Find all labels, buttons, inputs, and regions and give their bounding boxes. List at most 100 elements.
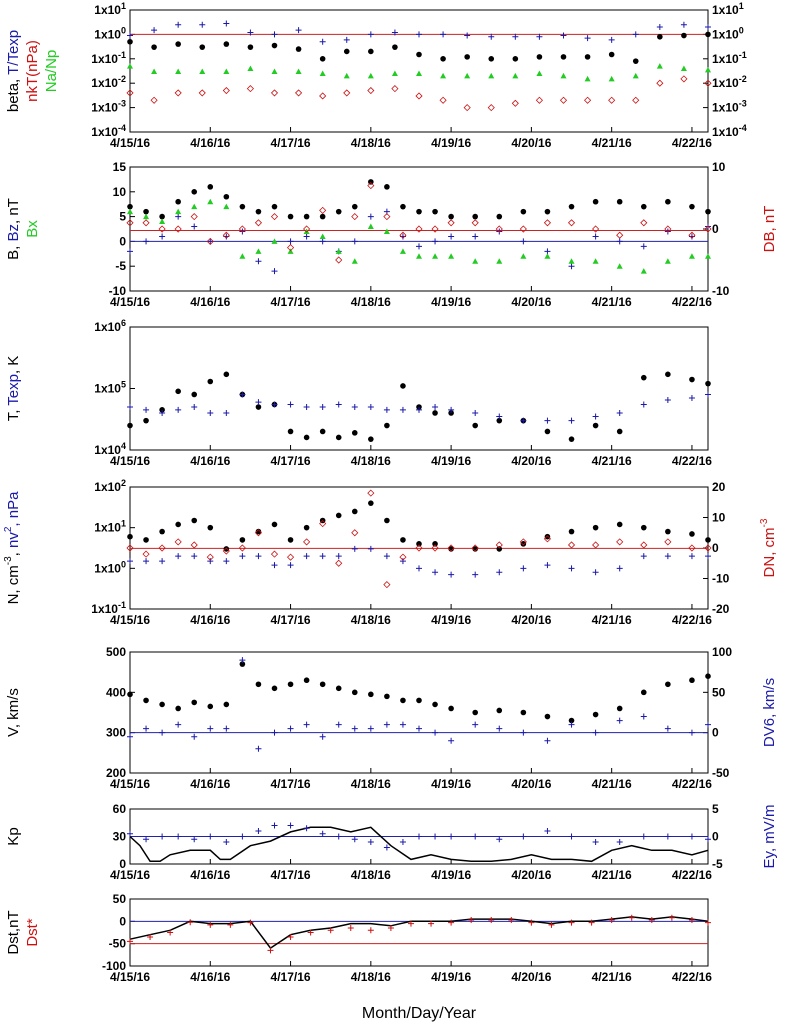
data-point: [568, 717, 575, 724]
data-point: [592, 225, 600, 233]
data-point: [416, 208, 422, 215]
data-point: [616, 238, 623, 245]
data-point: [463, 104, 471, 112]
data-point: [159, 729, 166, 736]
axis-label-part: , nPa: [5, 491, 22, 527]
series-line: [129, 916, 709, 950]
date-tick-label: 4/15/16: [110, 295, 150, 309]
left-tick-label: 400: [106, 685, 126, 699]
data-point: [351, 213, 359, 221]
data-point: [191, 189, 198, 195]
data-point: [640, 401, 647, 408]
series-red: [126, 182, 712, 264]
data-point: [640, 268, 647, 274]
data-point: [640, 553, 647, 560]
data-point: [567, 219, 576, 227]
data-point: [640, 374, 647, 381]
data-point: [592, 569, 599, 576]
data-point: [207, 921, 214, 928]
data-point: [287, 822, 294, 829]
tick-base: -5: [712, 857, 723, 871]
data-point: [126, 89, 134, 97]
data-point: [303, 721, 310, 728]
axis-label-part: T/Texp: [5, 30, 22, 75]
data-point: [319, 213, 326, 220]
date-tick-label: 4/19/16: [431, 295, 471, 309]
tick-base: 1x10: [94, 27, 121, 41]
tick-base: 50: [113, 892, 127, 906]
left-tick-label: 30: [113, 830, 127, 844]
data-point: [335, 434, 342, 441]
data-point: [400, 203, 406, 210]
date-tick-label: 4/17/16: [271, 777, 311, 791]
data-point: [640, 689, 647, 696]
tick-exponent: 4: [121, 441, 126, 451]
y-axis-label: beta, T/Texp: [5, 30, 22, 112]
data-point: [432, 238, 439, 245]
date-tick-label: 4/17/16: [271, 868, 311, 882]
data-point: [512, 33, 519, 40]
date-tick-label: 4/21/16: [592, 454, 632, 468]
right-tick-label: -20: [712, 602, 730, 616]
data-point: [127, 404, 133, 411]
tick-base: 10: [712, 511, 726, 525]
data-point: [543, 535, 552, 543]
left-tick-label: 10: [113, 185, 127, 199]
data-point: [640, 833, 647, 840]
data-point: [688, 231, 696, 239]
data-point: [616, 198, 623, 205]
tick-exponent: -1: [118, 50, 126, 60]
right-tick-label: 1x10-1: [712, 50, 747, 66]
data-point: [351, 725, 358, 732]
data-point: [705, 208, 711, 215]
date-tick-label: 4/21/16: [592, 868, 632, 882]
data-point: [544, 428, 551, 435]
data-point: [271, 42, 278, 49]
data-point: [175, 721, 182, 728]
data-point: [351, 238, 358, 245]
data-point: [496, 213, 503, 220]
data-point: [175, 406, 182, 413]
data-point: [295, 89, 303, 97]
data-point: [368, 436, 374, 442]
tick-base: 5: [712, 802, 719, 816]
data-point: [400, 537, 406, 543]
data-point: [223, 20, 230, 27]
tick-base: 1x10: [91, 76, 118, 90]
tick-base: 1x10: [712, 52, 739, 66]
data-point: [568, 258, 575, 264]
data-point: [191, 733, 198, 740]
left-tick-label: -5: [115, 259, 126, 273]
data-point: [705, 673, 711, 679]
data-point: [447, 219, 455, 227]
tick-exponent: 0: [739, 25, 744, 35]
data-point: [512, 72, 519, 79]
data-point: [432, 208, 438, 215]
axis-label-part: Na/Np: [43, 50, 60, 93]
data-point: [432, 729, 439, 736]
data-point: [391, 85, 399, 93]
data-point: [705, 380, 711, 387]
data-point: [174, 225, 182, 233]
data-point: [632, 72, 639, 79]
data-point: [295, 68, 302, 75]
tick-base: 1x10: [712, 27, 739, 41]
data-point: [448, 406, 455, 413]
data-point: [207, 238, 214, 245]
data-point: [383, 844, 390, 851]
data-point: [255, 258, 262, 265]
data-point: [191, 553, 198, 560]
data-point: [664, 553, 671, 560]
data-point: [439, 96, 447, 104]
data-point: [367, 223, 374, 230]
data-point: [448, 213, 454, 220]
data-point: [254, 529, 263, 537]
data-point: [428, 920, 435, 927]
tick-base: -100: [102, 959, 126, 973]
data-point: [199, 21, 206, 28]
data-point: [592, 258, 599, 264]
data-point: [471, 219, 479, 227]
data-point: [368, 179, 374, 185]
data-point: [416, 31, 422, 38]
